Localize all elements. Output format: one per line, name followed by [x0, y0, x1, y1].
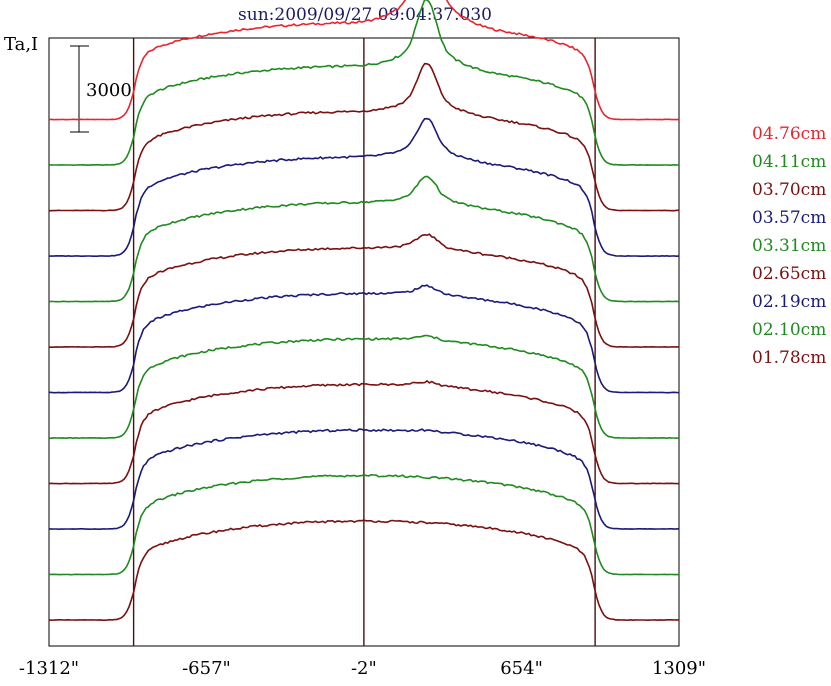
series-line — [49, 334, 680, 440]
series-line — [48, 519, 680, 622]
x-tick-label: -2" — [351, 658, 377, 679]
y-axis-label: Ta,I — [4, 34, 38, 55]
wavelength-legend: 04.76cm 04.11cm 03.70cm 03.57cm 03.31cm 02.65… — [752, 124, 826, 368]
series-line — [49, 233, 679, 349]
series-line — [48, 0, 680, 167]
legend-entry: 02.65cm — [752, 264, 826, 284]
limb-lines — [132, 38, 596, 646]
legend-entry: 03.31cm — [752, 236, 826, 256]
legend-entry: 01.78cm — [752, 348, 826, 368]
legend-entry: 02.19cm — [752, 292, 826, 312]
legend-entry: 04.11cm — [752, 152, 826, 172]
series-line — [49, 62, 679, 212]
scale-bar-label: 3000 — [86, 80, 132, 101]
legend-entry: 03.70cm — [752, 180, 826, 200]
series-line — [48, 117, 680, 258]
x-tick-label: -657" — [182, 658, 231, 679]
legend-entry: 02.10cm — [752, 320, 826, 340]
series-line — [48, 284, 680, 394]
x-tick-label: 1309" — [652, 658, 706, 679]
scale-bar: 3000 — [70, 45, 132, 133]
series-line — [48, 428, 680, 531]
series-line — [48, 175, 680, 303]
legend-entry: 03.57cm — [752, 208, 826, 228]
series-line — [48, 0, 680, 121]
x-tick-labels: -1312" -657" -2" 654" 1309" — [19, 658, 706, 679]
series-line — [48, 379, 680, 485]
x-tick-label: -1312" — [19, 658, 79, 679]
series-group — [48, 0, 680, 622]
x-tick-label: 654" — [500, 658, 543, 679]
chart-title: sun:2009/09/27 09:04:37.030 — [238, 5, 492, 25]
series-line — [49, 473, 680, 576]
legend-entry: 04.76cm — [752, 124, 826, 144]
